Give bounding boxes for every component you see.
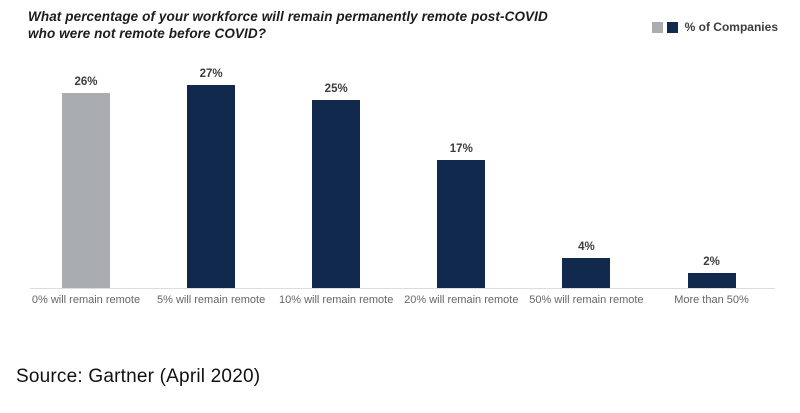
bar-value-label: 26%: [74, 76, 98, 88]
source-attribution: Source: Gartner (April 2020): [16, 366, 261, 387]
bar-value-label: 2%: [703, 256, 720, 268]
category-label: 20% will remain remote: [404, 294, 519, 306]
bar-value-label: 17%: [449, 143, 473, 155]
bar-value-label: 27%: [199, 68, 223, 80]
category-label: 5% will remain remote: [156, 294, 266, 306]
category-label: More than 50%: [674, 294, 749, 306]
chart-legend: % of Companies: [651, 20, 778, 34]
category-label: 0% will remain remote: [31, 294, 141, 306]
bar: [62, 93, 110, 288]
bar: [187, 85, 236, 288]
chart-title-line1: What percentage of your workforce will r…: [28, 9, 548, 24]
bar-value-label: 4%: [578, 241, 595, 253]
bar: [437, 160, 486, 288]
legend-swatch-navy: [666, 21, 678, 33]
chart-title-line2: who were not remote before COVID?: [28, 26, 267, 41]
bar-value-label: 25%: [324, 83, 348, 95]
category-label: 10% will remain remote: [279, 294, 394, 306]
legend-label: % of Companies: [684, 20, 778, 34]
chart-title: What percentage of your workforce will r…: [28, 8, 648, 42]
bar: [562, 258, 611, 288]
legend-swatch-gray: [651, 21, 663, 33]
category-label: 50% will remain remote: [529, 294, 644, 306]
x-axis-baseline: [30, 288, 775, 289]
bar: [687, 273, 736, 288]
bar: [312, 100, 361, 288]
